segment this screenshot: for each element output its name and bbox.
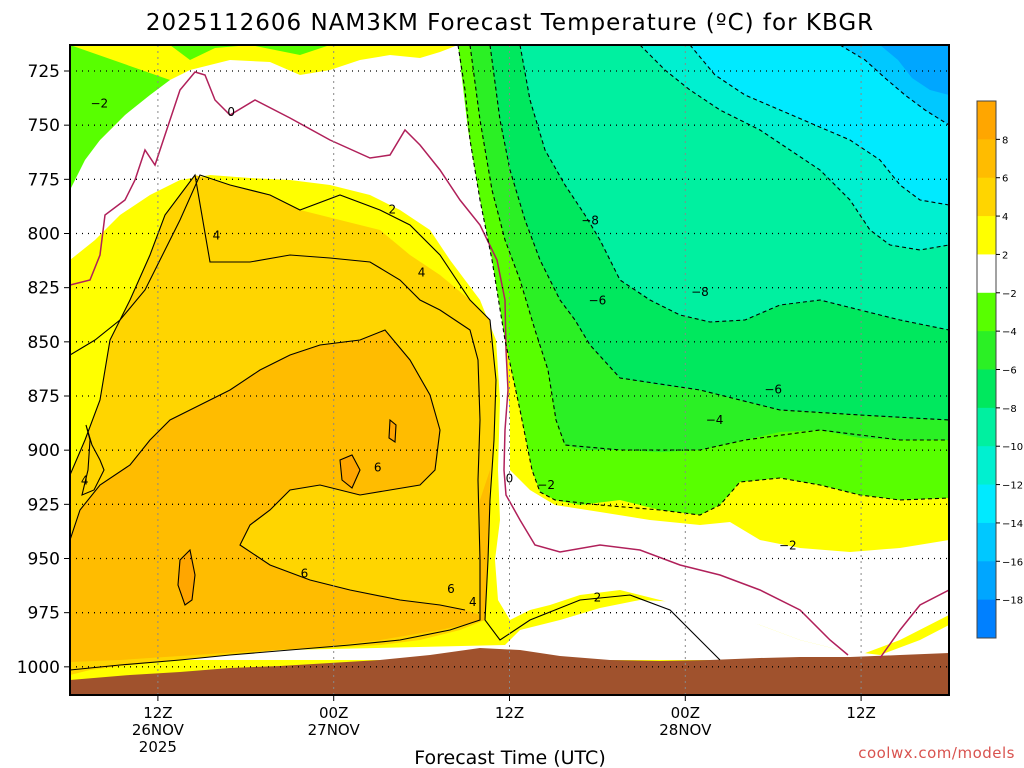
fill-zone-minus2-to-minus4-left (70, 45, 330, 190)
contour-label: −2 (537, 478, 555, 492)
y-tick-label: 1000 (17, 658, 60, 678)
y-tick-label: 975 (28, 604, 60, 624)
colorbar-swatch (977, 254, 996, 294)
chart-title: 2025112606 NAM3KM Forecast Temperature (… (146, 10, 874, 36)
fill-zone-minus16-to-minus18 (880, 45, 949, 95)
x-tick-label: 12Z (846, 704, 875, 722)
y-tick-label: 725 (28, 62, 60, 82)
x-tick-label: 27NOV (308, 721, 361, 739)
contour-label: 2 (594, 591, 602, 605)
y-tick-label: 850 (28, 333, 60, 353)
fill-zone-above-8-a (178, 550, 195, 605)
colorbar-label: −4 (1002, 327, 1017, 338)
colorbar-label: −16 (1002, 557, 1023, 568)
y-tick-label: 750 (28, 116, 60, 136)
x-tick-label: 00Z (319, 704, 348, 722)
y-tick-label: 950 (28, 550, 60, 570)
colorbar-swatch (977, 139, 996, 179)
colorbar-swatch (977, 216, 996, 255)
contour-label: −8 (581, 214, 599, 228)
y-tick-label: 875 (28, 387, 60, 407)
x-tick-label: 00Z (671, 704, 700, 722)
colorbar-label: −6 (1002, 366, 1017, 377)
contour-2c (70, 174, 721, 661)
x-tick-label: 12Z (143, 704, 172, 722)
contour-label: 4 (469, 595, 477, 609)
x-tick-label: 28NOV (659, 721, 712, 739)
contour-8c-b (339, 454, 361, 489)
colorbar-swatch (977, 446, 996, 486)
fill-zone-above-8-b (340, 455, 360, 488)
x-axis-label: Forecast Time (UTC) (414, 747, 605, 768)
contour-label: 4 (213, 229, 221, 243)
colorbar-swatch (977, 177, 996, 217)
contour-lines (70, 45, 949, 671)
x-tick-label: 12Z (495, 704, 524, 722)
fill-zone-0to2-low (70, 600, 949, 660)
contour-label: −6 (589, 294, 607, 308)
colorbar-swatch (977, 369, 996, 409)
contour-neg6 (489, 45, 949, 421)
fill-zone-above-8-c (389, 420, 396, 442)
contour-label: 4 (418, 266, 426, 280)
y-tick-label: 900 (28, 441, 60, 461)
contour-label: 6 (301, 567, 309, 581)
contour-neg4 (469, 45, 949, 451)
ground-terrain (70, 648, 949, 695)
colorbar-label: 2 (1002, 250, 1008, 261)
contour-4c-island (81, 424, 105, 496)
contour-6c (70, 329, 466, 611)
colorbar-swatch (977, 599, 996, 639)
contour-label: 2 (388, 203, 396, 217)
colorbar-label: 8 (1002, 135, 1008, 146)
colorbar-label: −8 (1002, 404, 1017, 415)
x-tick-label: 26NOV (132, 721, 185, 739)
colorbar: 8 6 4 2 −2 −4 −6 −8 −10 −12 −14 −16 −18 (976, 100, 1023, 639)
contour-label: −8 (691, 285, 709, 299)
colorbar-swatch (977, 522, 996, 562)
credit-link[interactable]: coolwx.com/models (858, 744, 1015, 762)
colorbar-label: −14 (1002, 519, 1023, 530)
colorbar-swatch (977, 407, 996, 447)
contour-8c-a (177, 548, 196, 606)
colorbar-swatch (977, 561, 996, 601)
fill-zone-6to8 (70, 330, 490, 662)
colorbar-label: −2 (1002, 289, 1017, 300)
contour-neg12 (689, 45, 949, 206)
contour-label: 4 (81, 474, 89, 488)
contour-0c-right (879, 589, 949, 659)
colorbar-label: 6 (1002, 174, 1008, 185)
contour-8c-c (388, 418, 397, 443)
contour-label: 6 (374, 461, 382, 475)
contour-neg2 (457, 45, 949, 516)
colorbar-label: −10 (1002, 442, 1023, 453)
colorbar-label: 4 (1002, 212, 1008, 223)
colorbar-swatch (977, 101, 996, 140)
y-tick-label: 775 (28, 170, 60, 190)
contour-0c (70, 71, 849, 656)
contour-label: 6 (447, 582, 455, 596)
contour-label: −6 (764, 383, 782, 397)
colorbar-label: −12 (1002, 481, 1023, 492)
x-tick-label: 2025 (139, 738, 177, 756)
colorbar-swatch (977, 484, 996, 524)
y-axis-ticks: 725 750 775 800 825 850 875 900 925 950 975 1000 (17, 62, 70, 678)
contour-label: −2 (779, 539, 797, 553)
contour-label: −4 (706, 413, 724, 427)
contour-label: 0 (227, 105, 235, 119)
colorbar-label: −18 (1002, 596, 1023, 607)
contour-4c (70, 173, 481, 671)
colorbar-swatch (977, 292, 996, 332)
contour-labels: −20244466640−22−8−6−8−4−6−2 (81, 97, 797, 609)
colorbar-swatch (977, 331, 996, 370)
y-tick-label: 800 (28, 225, 60, 245)
y-tick-label: 825 (28, 279, 60, 299)
y-tick-label: 925 (28, 495, 60, 515)
contour-fill-layer (70, 45, 949, 695)
contour-neg8 (519, 45, 949, 331)
contour-label: −2 (90, 97, 108, 111)
grid-lines (70, 45, 949, 695)
